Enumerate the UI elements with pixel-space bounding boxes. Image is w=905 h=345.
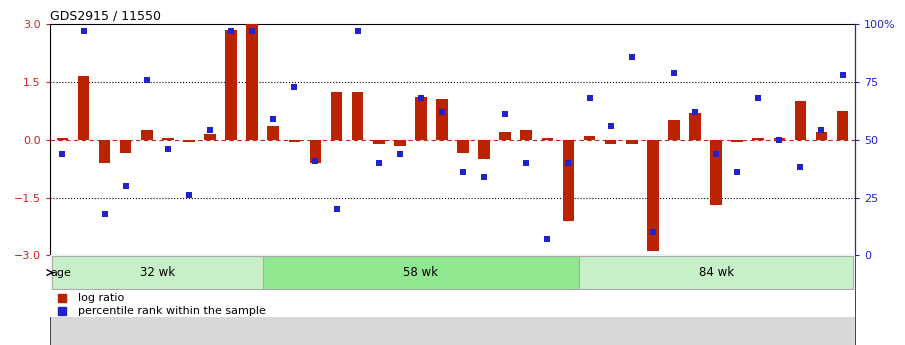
Text: GDS2915 / 11550: GDS2915 / 11550 <box>50 10 161 23</box>
Bar <box>141 130 153 140</box>
Bar <box>563 140 575 221</box>
Bar <box>436 99 448 140</box>
Bar <box>605 140 616 144</box>
Bar <box>774 138 786 140</box>
Bar <box>246 24 258 140</box>
Text: 84 wk: 84 wk <box>699 266 734 279</box>
Bar <box>584 136 595 140</box>
Text: percentile rank within the sample: percentile rank within the sample <box>78 306 266 316</box>
Bar <box>815 132 827 140</box>
Bar <box>647 140 659 252</box>
Bar <box>50 255 855 345</box>
Bar <box>579 256 853 289</box>
Bar <box>541 138 553 140</box>
Text: log ratio: log ratio <box>78 293 124 303</box>
Bar <box>99 140 110 163</box>
Bar <box>262 256 579 289</box>
Bar <box>289 140 300 142</box>
Bar <box>668 120 680 140</box>
Text: 58 wk: 58 wk <box>404 266 438 279</box>
Bar <box>162 138 174 140</box>
Text: 32 wk: 32 wk <box>139 266 175 279</box>
Bar <box>710 140 722 205</box>
Bar <box>225 30 237 140</box>
Bar <box>310 140 321 163</box>
Bar <box>352 91 364 140</box>
Bar <box>500 132 511 140</box>
Bar <box>52 256 262 289</box>
Bar <box>457 140 469 153</box>
Bar <box>795 101 806 140</box>
Bar <box>837 111 848 140</box>
Bar <box>520 130 532 140</box>
Bar <box>183 140 195 142</box>
Bar <box>479 140 490 159</box>
Bar <box>268 126 279 140</box>
Bar <box>373 140 385 144</box>
Bar <box>752 138 764 140</box>
Text: age: age <box>50 268 71 277</box>
Bar <box>731 140 743 142</box>
Bar <box>415 97 426 140</box>
Bar <box>394 140 405 146</box>
Bar <box>626 140 637 144</box>
Bar <box>78 76 90 140</box>
Bar <box>330 91 342 140</box>
Bar <box>690 113 700 140</box>
Bar <box>205 134 215 140</box>
Bar <box>57 138 68 140</box>
Bar <box>119 140 131 153</box>
